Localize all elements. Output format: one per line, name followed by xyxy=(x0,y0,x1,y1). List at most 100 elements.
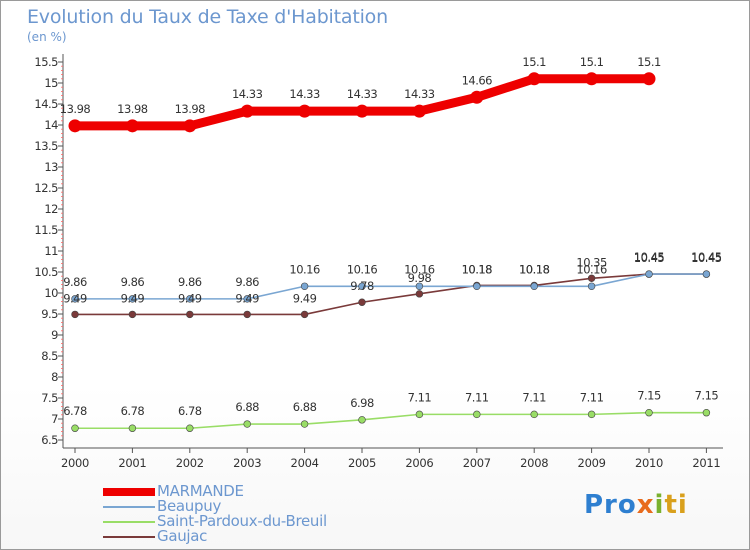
data-label: 10.45 xyxy=(634,251,665,265)
data-point xyxy=(412,104,426,118)
data-label: 9.49 xyxy=(293,291,317,305)
data-label: 15.1 xyxy=(637,55,661,69)
data-label: 9.86 xyxy=(235,275,259,289)
data-point xyxy=(186,295,194,303)
y-tick-label: 14.5 xyxy=(34,97,58,111)
series-line xyxy=(74,273,708,316)
x-tick-label: 2005 xyxy=(348,456,376,470)
y-tick-label: 13.5 xyxy=(34,139,58,153)
data-point xyxy=(587,282,596,290)
data-label: 10.45 xyxy=(634,250,665,264)
x-tick-label: 2001 xyxy=(118,456,146,470)
data-point xyxy=(355,104,369,118)
chart-title: Evolution du Taux de Taxe d'Habitation xyxy=(27,6,388,28)
data-point xyxy=(125,119,139,133)
y-tick-label: 7 xyxy=(51,412,58,426)
chart-subtitle: (en %) xyxy=(27,30,67,44)
data-point xyxy=(128,310,137,319)
data-point xyxy=(128,424,137,432)
y-tick-label: 8.5 xyxy=(41,349,58,363)
data-label: 14.33 xyxy=(347,87,378,101)
legend-swatch xyxy=(103,506,155,508)
data-point xyxy=(300,282,309,290)
data-point xyxy=(415,410,424,419)
data-label: 9.86 xyxy=(121,275,145,289)
legend-label: Gaujac xyxy=(157,527,208,545)
y-tick-label: 12 xyxy=(44,202,58,216)
y-tick-label: 14 xyxy=(44,118,58,132)
data-point xyxy=(71,295,79,303)
data-point xyxy=(71,310,79,319)
line-chart: 6.5 7 7.5 8 8.5 9 9.5 10 10.5 11 11.5 12 12.5 13 13.5 1… xyxy=(34,54,723,470)
series-line xyxy=(74,273,708,300)
data-point xyxy=(358,282,366,290)
data-point xyxy=(702,409,711,417)
data-label: 7.15 xyxy=(695,389,719,403)
data-label: 13.98 xyxy=(60,102,91,116)
x-tick-label: 2006 xyxy=(405,456,433,470)
data-label: 7.11 xyxy=(408,390,432,404)
data-point xyxy=(298,104,312,118)
x-tick-label: 2010 xyxy=(635,456,663,470)
data-label: 14.66 xyxy=(462,73,493,87)
data-point xyxy=(68,119,82,133)
data-point xyxy=(128,295,137,303)
series-line xyxy=(74,411,708,430)
data-point xyxy=(642,72,656,86)
data-label: 10.18 xyxy=(519,262,550,276)
x-tick-label: 2011 xyxy=(692,456,720,470)
data-point xyxy=(473,282,481,290)
legend-label: Saint-Pardoux-du-Breuil xyxy=(157,512,327,530)
legend-swatch xyxy=(103,488,155,496)
data-label: 10.16 xyxy=(576,262,607,276)
data-point xyxy=(585,72,599,86)
y-tick-label: 9.5 xyxy=(41,307,58,321)
data-label: 6.98 xyxy=(350,396,374,410)
y-tick-label: 13 xyxy=(44,160,58,174)
data-label: 10.35 xyxy=(576,255,607,269)
proxiti-logo: Proxiti xyxy=(584,490,688,520)
y-tick-label: 8 xyxy=(51,370,58,384)
data-label: 7.11 xyxy=(580,390,604,404)
data-label: 6.78 xyxy=(63,404,87,418)
data-label: 6.88 xyxy=(293,400,317,414)
x-tick-label: 2003 xyxy=(233,456,261,470)
y-tick-label: 10.5 xyxy=(34,265,58,279)
legend-swatch xyxy=(103,536,155,538)
data-label: 10.16 xyxy=(289,262,320,276)
data-label: 9.49 xyxy=(178,291,202,305)
data-point xyxy=(243,310,251,319)
data-label: 9.49 xyxy=(235,291,259,305)
data-point xyxy=(243,420,251,428)
data-point xyxy=(587,274,596,282)
x-tick-label: 2004 xyxy=(291,456,319,470)
x-tick-label: 2009 xyxy=(578,456,606,470)
data-label: 15.1 xyxy=(580,55,604,69)
data-label: 9.86 xyxy=(63,275,87,289)
data-point xyxy=(530,282,538,290)
data-point xyxy=(473,410,481,419)
data-label: 7.11 xyxy=(522,390,546,404)
data-point xyxy=(71,424,79,432)
x-tick-label: 2000 xyxy=(61,456,89,470)
data-label: 15.1 xyxy=(522,55,546,69)
data-label: 10.16 xyxy=(404,262,435,276)
data-label: 10.45 xyxy=(691,250,722,264)
data-point xyxy=(183,119,197,133)
data-point xyxy=(243,295,251,303)
data-point xyxy=(358,298,366,306)
data-point xyxy=(358,416,366,424)
data-label: 9.78 xyxy=(350,279,374,293)
data-label: 10.18 xyxy=(462,262,493,276)
data-label: 9.49 xyxy=(63,291,87,305)
y-tick-label: 11 xyxy=(44,244,58,258)
y-tick-label: 15 xyxy=(44,76,58,90)
data-label: 14.33 xyxy=(232,87,263,101)
y-tick-label: 15.5 xyxy=(34,55,58,69)
data-label: 10.18 xyxy=(462,262,493,276)
x-tick-label: 2002 xyxy=(176,456,204,470)
data-point xyxy=(300,420,309,428)
data-point xyxy=(530,410,538,419)
data-label: 6.78 xyxy=(121,404,145,418)
